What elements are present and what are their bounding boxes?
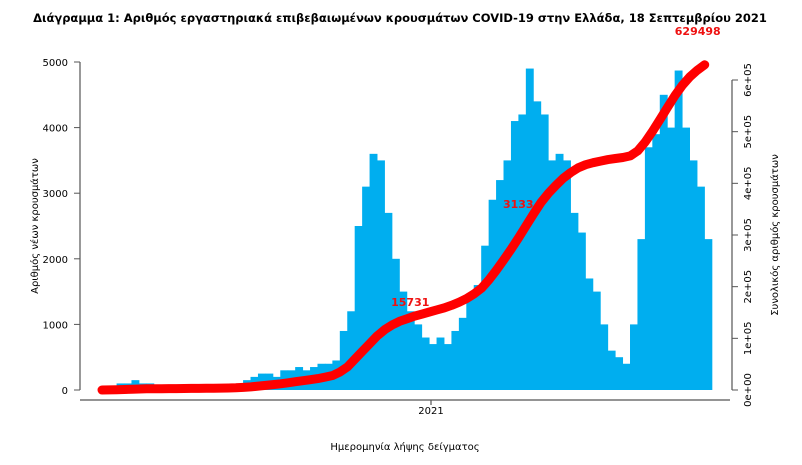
y-tick-label: 5000 [43, 58, 68, 69]
bar-week-2021-01-06 [436, 337, 445, 390]
bar-week-2020-11-04 [369, 153, 378, 390]
bar-week-2021-02-03 [466, 298, 475, 390]
y2-tick-label: 2e+05 [743, 270, 754, 304]
daily-cases-bars [101, 68, 713, 391]
y2-tick-label: 0e+00 [743, 373, 754, 407]
bar-week-2021-08-18 [674, 70, 683, 390]
bar-week-2021-09-08 [696, 186, 705, 390]
bar-week-2020-10-28 [362, 186, 371, 390]
final-annotation: 629498 [675, 25, 721, 38]
y-tick-label: 0 [62, 386, 68, 397]
bar-week-2021-01-27 [458, 317, 467, 390]
bar-week-2021-06-23 [615, 357, 624, 390]
y-tick-label: 4000 [43, 124, 68, 135]
bar-week-2021-01-13 [443, 344, 452, 390]
bar-week-2021-05-19 [577, 232, 586, 390]
bar-week-2020-12-09 [406, 311, 415, 390]
bar-week-2021-02-24 [488, 199, 497, 390]
bar-week-2021-06-02 [592, 291, 601, 390]
bar-week-2020-12-23 [421, 337, 430, 390]
bar-week-2021-04-21 [548, 160, 557, 390]
bar-week-2021-03-24 [518, 114, 527, 390]
y-axis-label: Αριθμός νέων κρουσμάτων [29, 158, 41, 294]
bar-week-2021-09-01 [689, 160, 698, 390]
bar-week-2021-07-07 [630, 324, 638, 390]
bar-week-2020-12-02 [399, 291, 408, 390]
x-axis-label: Ημερομηνία λήψης δείγματος [330, 441, 479, 453]
bar-week-2021-03-17 [510, 121, 519, 390]
bar-week-2021-03-31 [525, 68, 534, 390]
bar-week-2020-12-16 [414, 324, 423, 390]
bar-week-2021-02-17 [481, 245, 490, 390]
bar-week-2020-10-21 [354, 226, 363, 390]
bar-week-2021-04-28 [555, 153, 564, 390]
bar-week-2021-09-15 [704, 239, 713, 390]
bar-week-2021-08-04 [659, 94, 668, 391]
bar-week-2021-06-09 [600, 324, 609, 390]
cumulative-cases-line [97, 60, 710, 395]
left-axis: 0 1000 2000 3000 4000 5000 [43, 58, 81, 397]
bar-week-2021-02-10 [473, 285, 482, 390]
bar-week-2021-05-12 [570, 212, 579, 390]
cumulative-annotation: 3133 [503, 198, 534, 211]
bar-week-2021-06-30 [622, 363, 631, 390]
bar-week-2021-07-21 [644, 147, 653, 390]
bar-week-2020-11-18 [384, 212, 393, 390]
y2-tick-label: 1e+05 [743, 322, 754, 356]
chart-title: Διάγραμμα 1: Αριθμός εργαστηριακά επιβεβ… [33, 11, 767, 25]
y-tick-label: 2000 [43, 255, 68, 266]
bar-week-2020-10-14 [347, 311, 356, 390]
bar-week-2021-04-07 [533, 101, 542, 391]
annotations: 15731 3133 [391, 198, 533, 309]
cumulative-annotation: 629498 [675, 25, 721, 38]
bar-week-2021-06-16 [607, 350, 616, 390]
y2-axis-label: Συνολικός αριθμός κρουσμάτων [769, 154, 781, 316]
y-tick-label: 1000 [43, 320, 68, 331]
bottom-axis: 2021 [80, 399, 730, 417]
bar-week-2020-10-07 [339, 330, 348, 390]
bar-week-2021-03-03 [496, 180, 504, 390]
right-axis: 0e+00 1e+05 2e+05 3e+05 4e+05 5e+05 6e+05 [731, 63, 754, 407]
bar-week-2021-05-05 [563, 160, 571, 390]
bar-week-2021-01-20 [451, 330, 460, 390]
bar-week-2021-07-28 [652, 134, 661, 390]
bar-week-2021-08-11 [667, 127, 676, 390]
y2-tick-label: 6e+05 [743, 63, 754, 97]
bar-week-2021-07-14 [637, 239, 646, 390]
y-tick-label: 3000 [43, 189, 68, 200]
bar-week-2021-03-10 [503, 160, 512, 390]
cumulative-annotation: 15731 [391, 296, 429, 309]
y2-tick-label: 4e+05 [743, 167, 754, 201]
bar-week-2020-11-11 [377, 160, 385, 390]
bar-week-2021-05-26 [585, 278, 594, 390]
bar-week-2020-12-30 [429, 344, 438, 390]
x-tick-label-2021: 2021 [418, 406, 443, 417]
bar-week-2021-08-25 [682, 127, 690, 390]
y2-tick-label: 3e+05 [743, 218, 754, 252]
bar-week-2021-04-14 [540, 114, 549, 390]
y2-tick-label: 5e+05 [743, 115, 754, 149]
